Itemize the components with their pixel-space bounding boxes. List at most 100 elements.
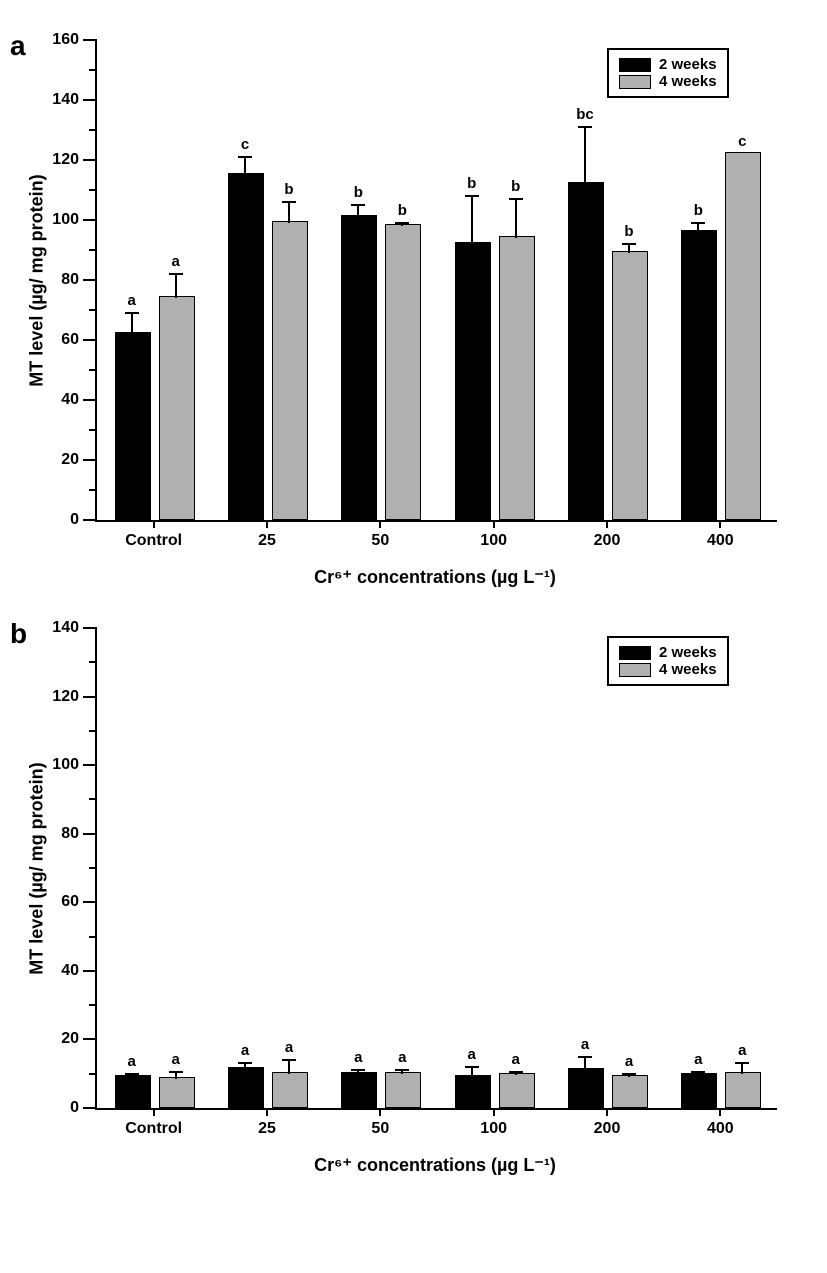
y-tick-minor bbox=[89, 309, 97, 311]
error-cap bbox=[125, 1073, 139, 1075]
y-tick-label: 20 bbox=[61, 1030, 79, 1048]
bar bbox=[385, 1072, 421, 1108]
legend-swatch bbox=[619, 58, 651, 72]
significance-label: a bbox=[171, 1051, 179, 1068]
error-cap bbox=[578, 1056, 592, 1058]
bar bbox=[159, 1077, 195, 1108]
x-tick-label: Control bbox=[125, 1120, 182, 1138]
significance-label: a bbox=[241, 1042, 249, 1059]
error-cap bbox=[465, 1066, 479, 1068]
y-tick-label: 80 bbox=[61, 271, 79, 289]
x-tick-label: 200 bbox=[594, 532, 621, 550]
bar bbox=[612, 1075, 648, 1108]
bar bbox=[612, 251, 648, 520]
significance-label: b bbox=[694, 202, 703, 219]
bar bbox=[681, 1073, 717, 1108]
y-tick-label: 60 bbox=[61, 331, 79, 349]
y-tick bbox=[83, 99, 97, 101]
significance-label: bc bbox=[576, 106, 594, 123]
significance-label: b bbox=[398, 202, 407, 219]
y-tick bbox=[83, 1107, 97, 1109]
y-tick-label: 80 bbox=[61, 825, 79, 843]
y-tick-minor bbox=[89, 1073, 97, 1075]
y-tick-minor bbox=[89, 129, 97, 131]
y-tick-label: 100 bbox=[52, 211, 79, 229]
bar bbox=[725, 152, 761, 520]
bar bbox=[115, 332, 151, 520]
x-tick bbox=[493, 1108, 495, 1116]
error-bar bbox=[357, 205, 359, 217]
y-axis-label: MT level (µg/ mg protein) bbox=[27, 629, 48, 1109]
error-bar bbox=[175, 274, 177, 298]
significance-label: a bbox=[127, 292, 135, 309]
y-tick bbox=[83, 279, 97, 281]
x-tick bbox=[606, 520, 608, 528]
legend-item: 4 weeks bbox=[619, 73, 717, 90]
error-cap bbox=[509, 198, 523, 200]
y-tick-label: 120 bbox=[52, 151, 79, 169]
error-bar bbox=[584, 1057, 586, 1071]
bar bbox=[455, 1075, 491, 1108]
legend-item: 2 weeks bbox=[619, 56, 717, 73]
error-cap bbox=[691, 222, 705, 224]
legend-item: 2 weeks bbox=[619, 644, 717, 661]
error-bar bbox=[628, 244, 630, 253]
y-tick bbox=[83, 970, 97, 972]
y-tick-minor bbox=[89, 936, 97, 938]
y-tick bbox=[83, 159, 97, 161]
bar bbox=[159, 296, 195, 520]
y-tick-label: 120 bbox=[52, 688, 79, 706]
panel-label: b bbox=[10, 618, 27, 650]
error-bar bbox=[515, 199, 517, 238]
legend-swatch bbox=[619, 663, 651, 677]
error-cap bbox=[622, 243, 636, 245]
legend: 2 weeks4 weeks bbox=[607, 48, 729, 98]
significance-label: c bbox=[738, 133, 746, 150]
y-tick bbox=[83, 339, 97, 341]
x-axis-label: Cr⁶⁺ concentrations (µg L⁻¹) bbox=[95, 1155, 775, 1176]
y-tick-label: 40 bbox=[61, 962, 79, 980]
y-tick bbox=[83, 399, 97, 401]
y-tick bbox=[83, 519, 97, 521]
bar bbox=[341, 1072, 377, 1108]
significance-label: b bbox=[284, 181, 293, 198]
significance-label: b bbox=[624, 223, 633, 240]
y-tick-label: 20 bbox=[61, 451, 79, 469]
y-tick-minor bbox=[89, 1004, 97, 1006]
bar bbox=[228, 1067, 264, 1108]
y-tick bbox=[83, 901, 97, 903]
y-tick bbox=[83, 1038, 97, 1040]
error-cap bbox=[169, 273, 183, 275]
significance-label: c bbox=[241, 136, 249, 153]
bar bbox=[341, 215, 377, 520]
x-tick bbox=[153, 1108, 155, 1116]
y-tick-label: 140 bbox=[52, 91, 79, 109]
bar bbox=[228, 173, 264, 520]
y-tick-minor bbox=[89, 69, 97, 71]
error-cap bbox=[282, 201, 296, 203]
bar bbox=[455, 242, 491, 520]
significance-label: a bbox=[581, 1036, 589, 1053]
x-tick-label: 50 bbox=[371, 532, 389, 550]
error-cap bbox=[238, 156, 252, 158]
x-tick-label: 50 bbox=[371, 1120, 389, 1138]
y-tick bbox=[83, 627, 97, 629]
error-cap bbox=[509, 1071, 523, 1073]
error-bar bbox=[288, 202, 290, 223]
x-tick bbox=[606, 1108, 608, 1116]
significance-label: a bbox=[171, 253, 179, 270]
legend-swatch bbox=[619, 646, 651, 660]
x-tick-label: 400 bbox=[707, 1120, 734, 1138]
significance-label: b bbox=[354, 184, 363, 201]
y-tick-label: 140 bbox=[52, 619, 79, 637]
x-tick-label: 400 bbox=[707, 532, 734, 550]
significance-label: a bbox=[738, 1042, 746, 1059]
bar bbox=[499, 1073, 535, 1108]
bar bbox=[499, 236, 535, 520]
error-cap bbox=[395, 1069, 409, 1071]
error-cap bbox=[465, 195, 479, 197]
x-tick bbox=[266, 1108, 268, 1116]
error-cap bbox=[238, 1062, 252, 1064]
significance-label: a bbox=[467, 1046, 475, 1063]
error-bar bbox=[584, 127, 586, 184]
